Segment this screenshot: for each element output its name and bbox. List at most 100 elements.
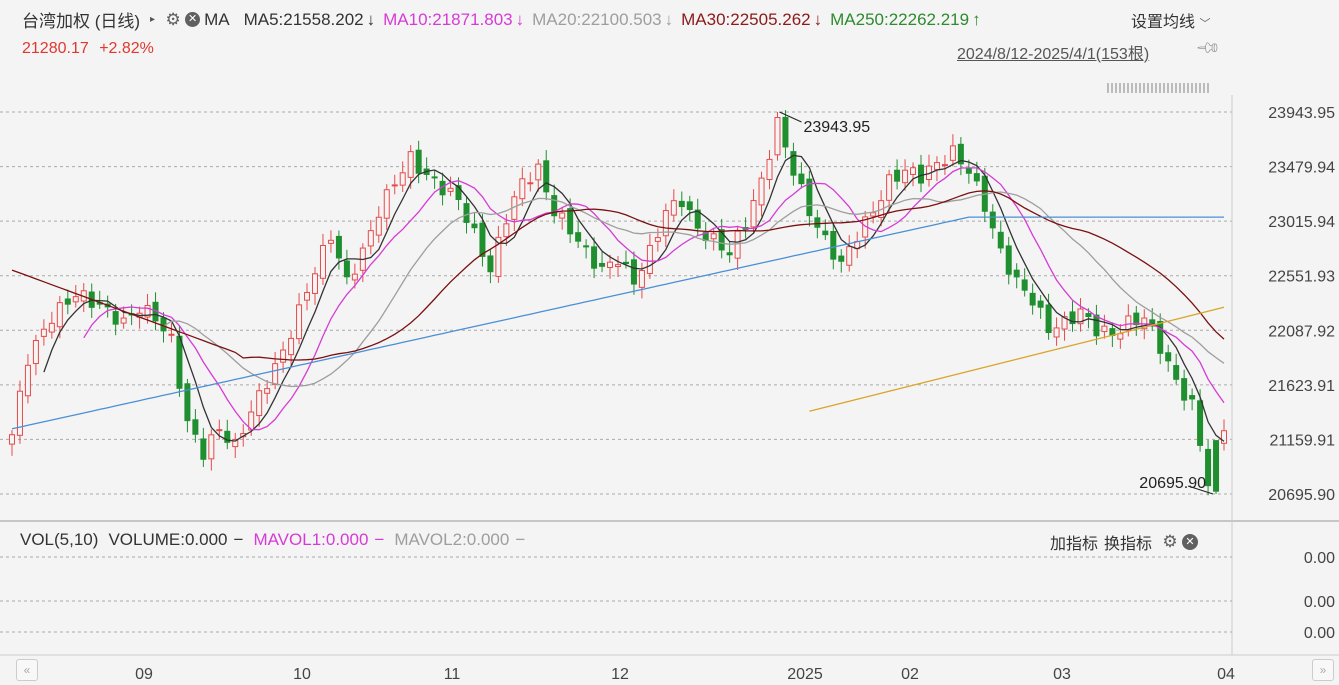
candle-body: [1101, 325, 1108, 333]
ma-settings-dropdown[interactable]: 设置均线 ﹀: [1131, 8, 1210, 32]
candle-body: [1085, 313, 1092, 318]
candle-body: [56, 302, 63, 328]
y-tick-label: 23479.94: [1268, 160, 1335, 177]
candle-body: [957, 143, 964, 165]
candle-body: [559, 212, 566, 219]
x-tick-label: 04: [1217, 666, 1235, 683]
chart-title[interactable]: 台湾加权 (日线): [22, 12, 141, 31]
candle-body: [32, 340, 39, 365]
x-axis: 09 10 11 12 2025 02 03 04: [135, 666, 1235, 683]
candle-body: [806, 178, 813, 217]
candle-body: [232, 438, 239, 448]
ma30-value: MA30:22505.262: [681, 9, 811, 29]
candle-body: [997, 231, 1004, 249]
candle-body: [48, 322, 55, 333]
candle-body: [551, 195, 558, 217]
date-range-link[interactable]: 2024/8/12-2025/4/1(153根): [957, 46, 1150, 63]
candle-body: [1013, 269, 1020, 278]
y-tick-label: 23015.94: [1268, 214, 1335, 231]
chevron-down-icon: ﹀: [1199, 18, 1211, 30]
candle-body: [567, 208, 574, 235]
candle-body: [726, 252, 733, 256]
ma5-arrow: ↓: [366, 9, 376, 29]
candle-body: [1053, 327, 1060, 338]
candle-body: [24, 364, 31, 397]
ma-settings-label: 设置均线: [1131, 14, 1196, 31]
candle-body: [583, 245, 590, 248]
candle-body: [654, 237, 661, 242]
high-arrow: [779, 111, 802, 123]
candle-body: [774, 117, 781, 156]
candle-body: [886, 174, 893, 201]
ma250-line: [809, 306, 1225, 412]
candle-body: [1189, 395, 1196, 400]
candle-body: [607, 261, 614, 268]
candle-body: [1029, 292, 1036, 306]
candle-body: [662, 210, 669, 237]
candle-body: [830, 230, 837, 260]
candle-body: [870, 212, 877, 217]
candle-body: [447, 187, 454, 192]
x-tick-label: 03: [1053, 666, 1071, 683]
y-axis: 23943.95 23479.94 23015.94 22551.93 22087.92…: [1268, 105, 1335, 504]
scroll-handle[interactable]: [1107, 83, 1211, 93]
moving-average-lines: [11, 154, 1225, 442]
candle-body: [949, 145, 956, 161]
candle-body: [798, 173, 805, 185]
volume-y-label: 0.00: [1304, 625, 1335, 642]
change-percent: +2.82%: [99, 40, 154, 57]
gear-icon[interactable]: ⚙: [165, 10, 181, 29]
ma250-arrow: ↑: [972, 9, 981, 29]
mavol2-dash: −: [515, 530, 526, 549]
candle-body: [8, 434, 15, 445]
candle-body: [168, 333, 175, 336]
candle-body: [910, 167, 917, 175]
candle-body: [591, 246, 598, 269]
candle-body: [1181, 378, 1188, 401]
candlesticks: [8, 109, 1228, 496]
close-icon[interactable]: ✕: [1182, 534, 1199, 550]
expand-triangle-icon[interactable]: ▸: [150, 14, 156, 25]
ma30-line: [11, 190, 1225, 361]
candle-body: [40, 328, 47, 337]
grid-lines: [0, 95, 1339, 655]
candle-body: [495, 236, 502, 277]
mavol1-value: MAVOL1:0.000: [253, 530, 369, 549]
y-tick-label: 21623.91: [1268, 378, 1335, 395]
candle-body: [280, 349, 287, 363]
candle-body: [782, 116, 789, 148]
volume-legend: VOL(5,10) VOLUME:0.000 − MAVOL1:0.000 − …: [20, 530, 531, 550]
candle-body: [750, 200, 757, 228]
volume-y-label: 0.00: [1304, 550, 1335, 567]
ma20-value: MA20:22100.503: [532, 9, 662, 29]
close-icon[interactable]: ✕: [185, 12, 201, 27]
candle-body: [471, 223, 478, 229]
candle-body: [519, 178, 526, 200]
candle-body: [766, 158, 773, 181]
candle-body: [734, 230, 741, 259]
candle-body: [1221, 430, 1228, 444]
candle-body: [630, 259, 637, 285]
switch-indicator-button[interactable]: 换指标: [1104, 536, 1153, 553]
candle-body: [638, 270, 645, 288]
candle-body: [1069, 311, 1076, 325]
volume-value: VOLUME:0.000: [108, 530, 228, 549]
price-line: 21280.17 +2.82%: [22, 40, 154, 58]
ma5-value: MA5:21558.202: [243, 9, 364, 29]
candle-body: [1125, 315, 1132, 331]
mavol2-value: MAVOL2:0.000: [394, 530, 510, 549]
candle-body: [1165, 352, 1172, 362]
scroll-left-button[interactable]: «: [16, 659, 38, 681]
candle-body: [319, 244, 326, 279]
candle-body: [335, 235, 342, 259]
candle-body: [455, 185, 462, 200]
candle-body: [216, 429, 223, 432]
y-tick-label: 21159.91: [1269, 432, 1335, 449]
add-indicator-button[interactable]: 加指标: [1050, 536, 1099, 553]
candle-body: [208, 434, 215, 460]
scroll-right-button[interactable]: »: [1312, 659, 1334, 681]
low-label: 20695.90: [1139, 475, 1206, 492]
gear-icon[interactable]: ⚙: [1162, 532, 1178, 551]
ma-legend: 台湾加权 (日线) ▸ ⚙ ✕ MA MA5:21558.202 ↓ MA10:…: [22, 7, 989, 32]
